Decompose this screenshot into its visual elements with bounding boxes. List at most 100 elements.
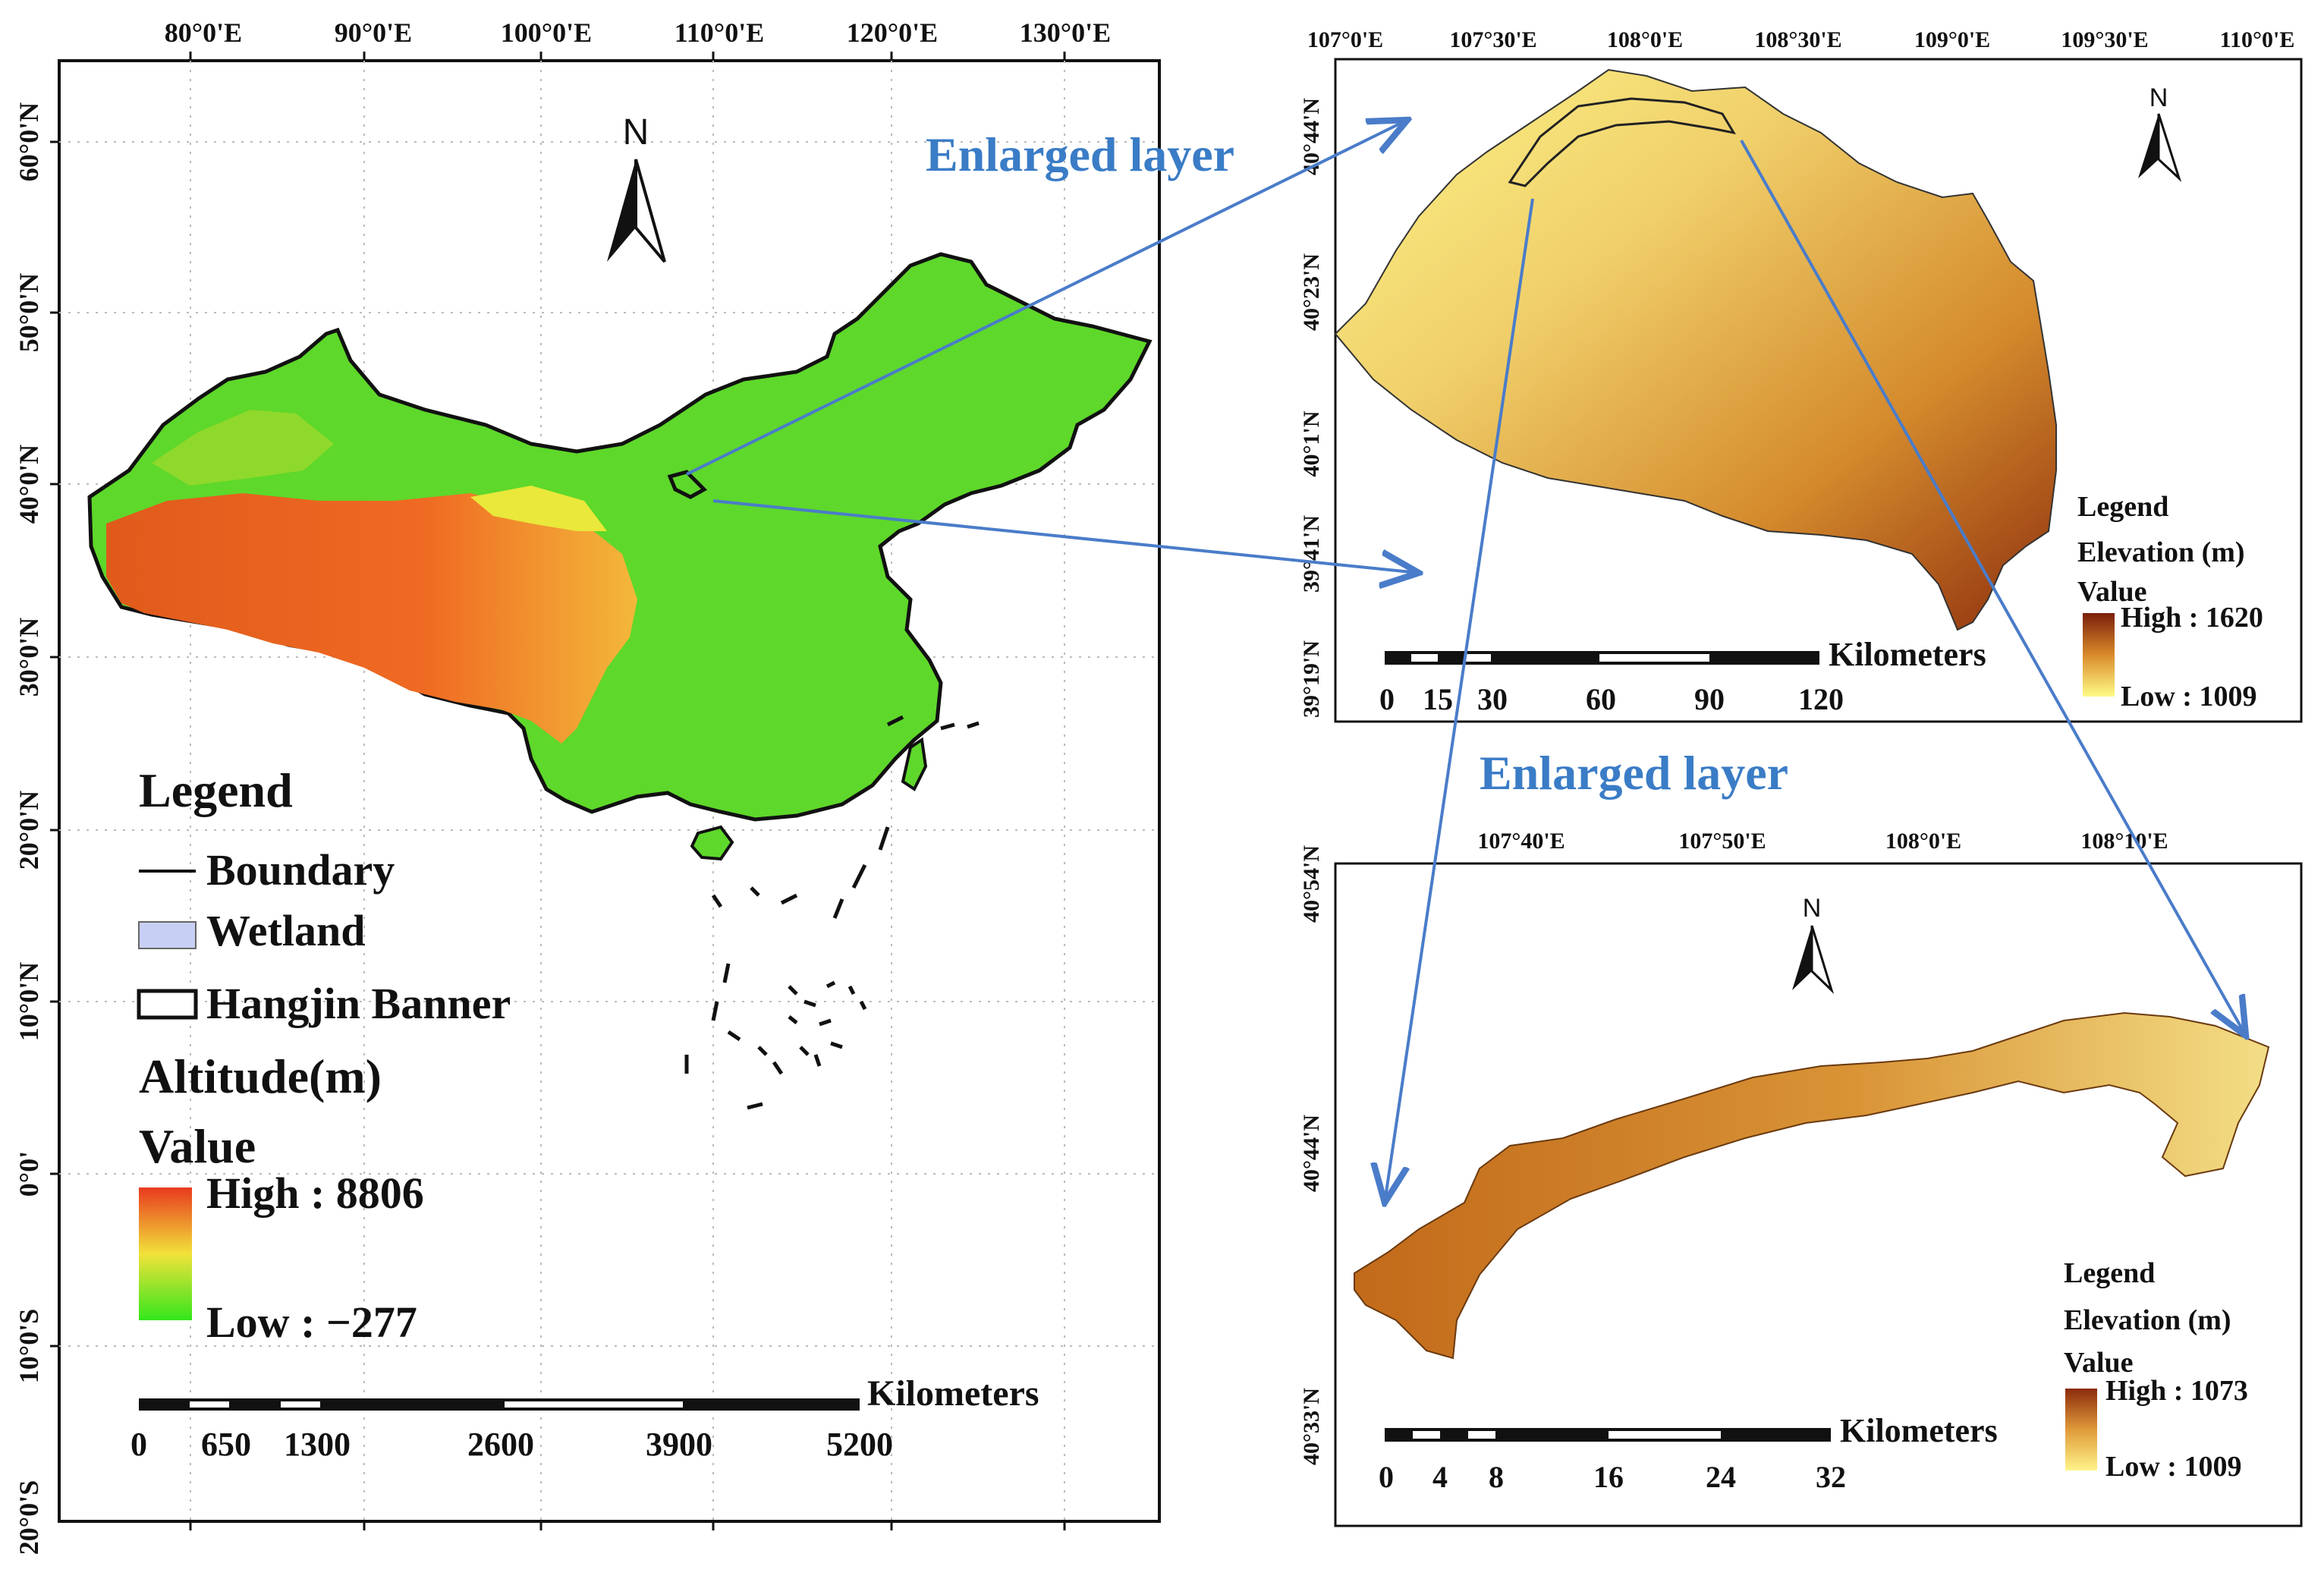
main-lon-label: 100°0'E	[501, 17, 592, 48]
top-lon-label: 107°0'E	[1307, 27, 1383, 52]
bottom-lon-label: 108°0'E	[1885, 829, 1961, 854]
main-lat-label: 10°0'S	[14, 1309, 44, 1383]
top-north-label: N	[2149, 83, 2168, 112]
main-lon-label: 120°0'E	[847, 17, 938, 48]
top-legend-value: Value	[2077, 576, 2147, 608]
main-lat-label: 10°0'N	[14, 962, 44, 1041]
main-legend-title: Legend	[139, 763, 293, 817]
arrow-to-top-inset	[686, 120, 1407, 476]
enlarged-layer-label-top: Enlarged layer	[926, 127, 1234, 181]
main-lat-label: 20°0'N	[14, 791, 44, 870]
top-scale-unit: Kilometers	[1829, 636, 1986, 673]
bottom-elevation-ramp	[2065, 1389, 2097, 1470]
bottom-legend-title: Legend	[2064, 1257, 2155, 1289]
top-inset: 107°0'E 107°30'E 108°0'E 108°30'E 109°0'…	[1299, 27, 2303, 723]
legend-hangjin-label: Hangjin Banner	[206, 979, 511, 1028]
top-lat-label: 39°41'N	[1299, 515, 1324, 593]
main-scale-label: 3900	[646, 1426, 712, 1463]
top-scale-bar: Kilometers 0 15 30 60 90 120	[1379, 636, 1986, 716]
main-ticks	[50, 52, 1066, 1530]
northwest-highland	[152, 410, 334, 486]
bottom-scale-unit: Kilometers	[1840, 1412, 1998, 1449]
main-lon-label: 80°0'E	[165, 17, 242, 48]
main-scale-label: 0	[131, 1426, 147, 1463]
china-green-area	[87, 252, 1153, 822]
main-lon-label: 90°0'E	[335, 17, 412, 48]
top-scale-label: 0	[1379, 682, 1395, 716]
bottom-scale-label: 8	[1489, 1460, 1504, 1494]
top-lon-label: 109°0'E	[1914, 27, 1990, 52]
top-legend-elevation: Elevation (m)	[2077, 536, 2245, 568]
enlarged-layer-label-bottom: Enlarged layer	[1480, 746, 1788, 800]
main-lon-label: 110°0'E	[675, 17, 764, 48]
main-scale-bar: Kilometers 0 650 1300 2600 3900 5200	[131, 1373, 1039, 1463]
legend-wetland-label: Wetland	[206, 906, 366, 955]
top-elevation-ramp	[2083, 613, 2115, 697]
bottom-lat-label: 40°33'N	[1299, 1388, 1324, 1465]
top-legend-title: Legend	[2077, 491, 2168, 523]
top-lon-label: 108°30'E	[1754, 27, 1841, 52]
main-scale-label: 5200	[826, 1426, 893, 1463]
top-lat-label: 40°1'N	[1299, 410, 1324, 477]
bottom-scale-label: 0	[1379, 1460, 1394, 1494]
main-scale-unit: Kilometers	[867, 1373, 1039, 1414]
top-lon-label: 109°30'E	[2061, 27, 2148, 52]
bottom-legend-high: High : 1073	[2105, 1375, 2248, 1407]
bottom-lat-label: 40°44'N	[1299, 1115, 1324, 1192]
arrow-to-bottom-inset-right	[1740, 140, 2246, 1036]
main-lat-label: 0°0'	[14, 1151, 44, 1197]
bottom-lon-label: 107°50'E	[1678, 829, 1766, 854]
hangjin-banner-swatch	[137, 989, 198, 1020]
china-landmass	[87, 252, 1153, 1110]
tibet-plateau	[106, 493, 637, 744]
main-north-arrow: N	[607, 112, 666, 263]
main-scale-label: 2600	[467, 1426, 534, 1463]
main-lon-label: 130°0'E	[1020, 17, 1111, 48]
main-lat-label: 20°0'S	[14, 1480, 44, 1555]
main-north-label: N	[623, 112, 649, 153]
main-lat-label: 40°0'N	[14, 445, 44, 524]
south-china-sea-islands	[684, 715, 980, 1110]
bottom-legend-value: Value	[2064, 1347, 2134, 1379]
wetland-elevation-strip	[1354, 1011, 2270, 1360]
top-lon-label: 107°30'E	[1449, 27, 1536, 52]
bottom-lon-label: 108°10'E	[2080, 829, 2168, 854]
legend-boundary-label: Boundary	[206, 845, 395, 895]
main-lat-label: 50°0'N	[14, 273, 44, 352]
hangjin-banner-marker	[667, 470, 708, 499]
main-legend: Legend Boundary Wetland Hangjin Banner A…	[137, 763, 511, 1347]
arrow-to-top-inset-lower	[712, 499, 1419, 573]
main-map: 80°0'E 90°0'E 100°0'E 110°0'E 120°0'E 13…	[14, 17, 1161, 1555]
top-scale-label: 15	[1423, 682, 1453, 716]
hainan-island	[690, 825, 734, 861]
wetland-swatch	[138, 921, 197, 949]
arrow-to-bottom-inset-left	[1385, 198, 1534, 1203]
main-scale-label: 1300	[284, 1426, 351, 1463]
bottom-scale-label: 16	[1593, 1460, 1624, 1494]
legend-altitude-title: Altitude(m)	[139, 1049, 382, 1103]
legend-value-title: Value	[139, 1119, 256, 1173]
legend-low-label: Low : −277	[206, 1297, 417, 1347]
qilian-yellow	[470, 486, 607, 531]
hangjin-elevation-map	[1334, 68, 2057, 631]
legend-high-label: High : 8806	[206, 1169, 424, 1218]
wetland-outline-top	[1508, 97, 1737, 187]
top-scale-label: 60	[1586, 682, 1616, 716]
bottom-lon-label: 107°40'E	[1477, 829, 1565, 854]
bottom-inset: 107°40'E 107°50'E 108°0'E 108°10'E 40°54…	[1299, 829, 2303, 1527]
bottom-legend: Legend Elevation (m) Value High : 1073 L…	[2064, 1257, 2248, 1483]
main-lat-label: 60°0'N	[14, 102, 44, 181]
top-lat-label: 40°23'N	[1299, 253, 1324, 331]
bottom-lat-label: 40°54'N	[1299, 845, 1324, 923]
bottom-legend-elevation: Elevation (m)	[2064, 1304, 2231, 1336]
top-lat-label: 39°19'N	[1299, 640, 1324, 718]
bottom-scale-bar: Kilometers 0 4 8 16 24 32	[1379, 1412, 1998, 1494]
top-legend-high: High : 1620	[2121, 602, 2263, 634]
taiwan-island	[901, 737, 928, 791]
bottom-scale-label: 4	[1432, 1460, 1448, 1494]
bottom-north-label: N	[1803, 894, 1822, 923]
bottom-legend-low: Low : 1009	[2105, 1451, 2241, 1483]
top-lon-label: 108°0'E	[1607, 27, 1683, 52]
top-scale-label: 120	[1798, 682, 1844, 716]
